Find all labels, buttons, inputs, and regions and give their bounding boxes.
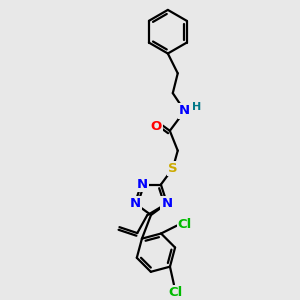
Text: Cl: Cl xyxy=(169,286,183,299)
Text: S: S xyxy=(168,162,178,175)
Text: Cl: Cl xyxy=(178,218,192,231)
Text: N: N xyxy=(136,178,148,191)
Text: N: N xyxy=(129,197,140,210)
Text: H: H xyxy=(192,102,201,112)
Text: N: N xyxy=(161,197,172,210)
Text: O: O xyxy=(150,120,162,133)
Text: N: N xyxy=(179,104,190,118)
